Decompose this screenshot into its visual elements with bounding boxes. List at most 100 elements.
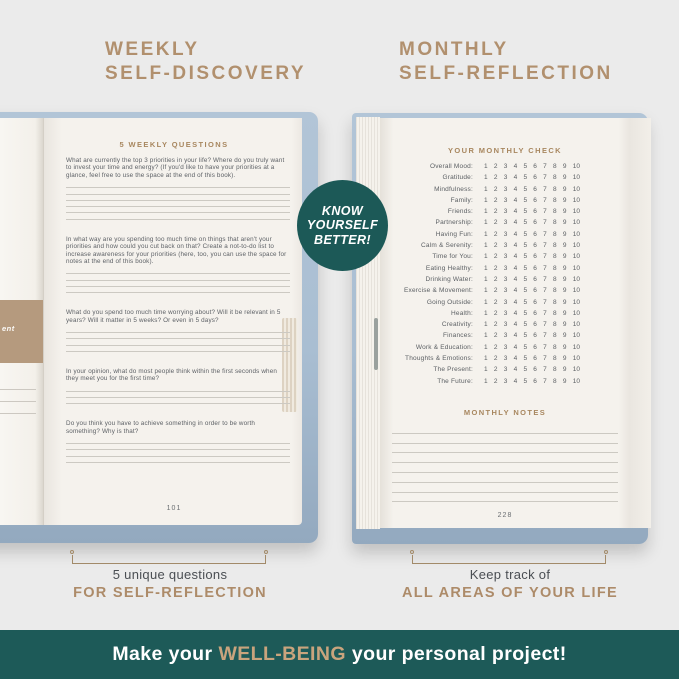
rating-number: 10 — [572, 163, 580, 170]
notes-line — [392, 491, 618, 493]
rating-number: 10 — [572, 309, 580, 317]
rating-number: 7 — [543, 185, 547, 193]
left-heading-line2: SELF-DISCOVERY — [105, 63, 307, 84]
answer-line — [66, 455, 290, 457]
footer-text-suffix: your personal project! — [351, 643, 567, 665]
notes-line — [392, 432, 618, 434]
rating-number: 10 — [572, 321, 580, 329]
rating-number: 7 — [543, 174, 547, 182]
bracket-dot — [264, 550, 268, 554]
rating-number: 9 — [562, 219, 567, 227]
rating-number: 9 — [562, 163, 567, 170]
monthly-check-row: Work & Education: 1 2 3 4 5 6 7 8 9 10 — [390, 344, 580, 355]
monthly-notes-lines — [392, 424, 618, 503]
answer-line — [66, 397, 290, 399]
right-page-number: 228 — [497, 512, 513, 519]
rating-number: 1 — [484, 366, 488, 374]
rating-number: 9 — [562, 174, 567, 182]
rating-number: 5 — [523, 219, 528, 227]
rating-scale: 1 2 3 4 5 6 7 8 9 10 — [484, 242, 580, 249]
right-heading-line1: MONTHLY — [399, 39, 509, 60]
rating-number: 10 — [572, 377, 580, 385]
rating-number: 10 — [572, 185, 580, 193]
rating-number: 8 — [553, 264, 557, 272]
rating-scale: 1 2 3 4 5 6 7 8 9 10 — [484, 174, 580, 181]
rating-number: 2 — [493, 309, 498, 317]
rating-number: 2 — [493, 355, 498, 363]
monthly-check-row: Going Outside: 1 2 3 4 5 6 7 8 9 10 — [390, 299, 580, 310]
rating-number: 5 — [523, 163, 528, 170]
answer-line — [66, 273, 290, 275]
rating-number: 8 — [553, 355, 557, 363]
rating-number: 10 — [572, 253, 580, 261]
ruled-line — [0, 413, 36, 414]
rating-number: 7 — [543, 163, 547, 170]
left-caption-line1: 5 unique questions — [112, 567, 228, 582]
rating-number: 9 — [562, 264, 567, 272]
question-text: Do you think you have to achieve somethi… — [66, 420, 256, 435]
rating-number: 7 — [543, 355, 547, 363]
rating-number: 1 — [484, 163, 488, 170]
rating-number: 1 — [484, 185, 488, 193]
rating-number: 3 — [503, 253, 508, 261]
rating-number: 9 — [562, 275, 567, 283]
rating-number: 3 — [503, 298, 508, 306]
rating-number: 3 — [503, 332, 508, 340]
rating-number: 6 — [533, 309, 537, 317]
rating-number: 10 — [572, 208, 580, 216]
rating-number: 8 — [553, 377, 557, 385]
know-yourself-better-badge: KNOW YOURSELF BETTER! — [297, 180, 388, 271]
rating-number: 8 — [553, 196, 557, 204]
notes-line — [392, 462, 618, 464]
rating-number: 5 — [523, 275, 528, 283]
rating-number: 7 — [543, 298, 547, 306]
rating-number: 3 — [503, 275, 508, 283]
rating-number: 1 — [484, 287, 488, 295]
answer-line — [66, 443, 290, 445]
rating-number: 4 — [513, 377, 518, 385]
rating-number: 6 — [533, 242, 537, 250]
weekly-questions-list: What are currently the top 3 priorities … — [66, 157, 290, 479]
monthly-check-row: Eating Healthy: 1 2 3 4 5 6 7 8 9 10 — [390, 265, 580, 276]
answer-line — [66, 212, 290, 214]
rating-number: 5 — [523, 377, 528, 385]
rating-number: 5 — [523, 332, 528, 340]
rating-number: 5 — [523, 287, 528, 295]
left-caption-line2: FOR SELF-REFLECTION — [73, 585, 267, 601]
rating-number: 1 — [484, 230, 488, 238]
category-label: Time for You: — [432, 253, 473, 261]
rating-number: 7 — [543, 343, 547, 351]
rating-number: 8 — [553, 287, 557, 295]
monthly-check-row: Drinking Water: 1 2 3 4 5 6 7 8 9 10 — [390, 276, 580, 287]
rating-number: 3 — [503, 208, 508, 216]
rating-number: 6 — [533, 196, 537, 204]
rating-number: 1 — [484, 275, 488, 283]
rating-number: 2 — [493, 298, 498, 306]
monthly-check-row: Time for You: 1 2 3 4 5 6 7 8 9 10 — [390, 253, 580, 264]
rating-number: 9 — [562, 366, 567, 374]
rating-number: 4 — [513, 321, 518, 329]
rating-number: 4 — [513, 343, 518, 351]
rating-number: 3 — [503, 163, 508, 170]
rating-number: 3 — [503, 230, 508, 238]
rating-scale: 1 2 3 4 5 6 7 8 9 10 — [484, 208, 580, 215]
rating-scale: 1 2 3 4 5 6 7 8 9 10 — [484, 378, 580, 385]
rating-number: 9 — [562, 321, 567, 329]
rating-number: 7 — [543, 275, 547, 283]
left-bracket — [70, 550, 268, 564]
monthly-check-row: Finances: 1 2 3 4 5 6 7 8 9 10 — [390, 332, 580, 343]
rating-number: 1 — [484, 174, 488, 182]
category-label: Finances: — [443, 332, 473, 340]
rating-number: 4 — [513, 309, 518, 317]
rating-number: 4 — [513, 298, 518, 306]
rating-number: 2 — [493, 275, 498, 283]
category-label: Mindfulness: — [434, 185, 473, 193]
answer-line — [66, 403, 290, 405]
notes-line — [392, 471, 618, 473]
rating-number: 2 — [493, 287, 498, 295]
rating-number: 8 — [553, 366, 557, 374]
rating-number: 2 — [493, 377, 498, 385]
category-label: Creativity: — [441, 321, 473, 329]
answer-line — [66, 449, 290, 451]
